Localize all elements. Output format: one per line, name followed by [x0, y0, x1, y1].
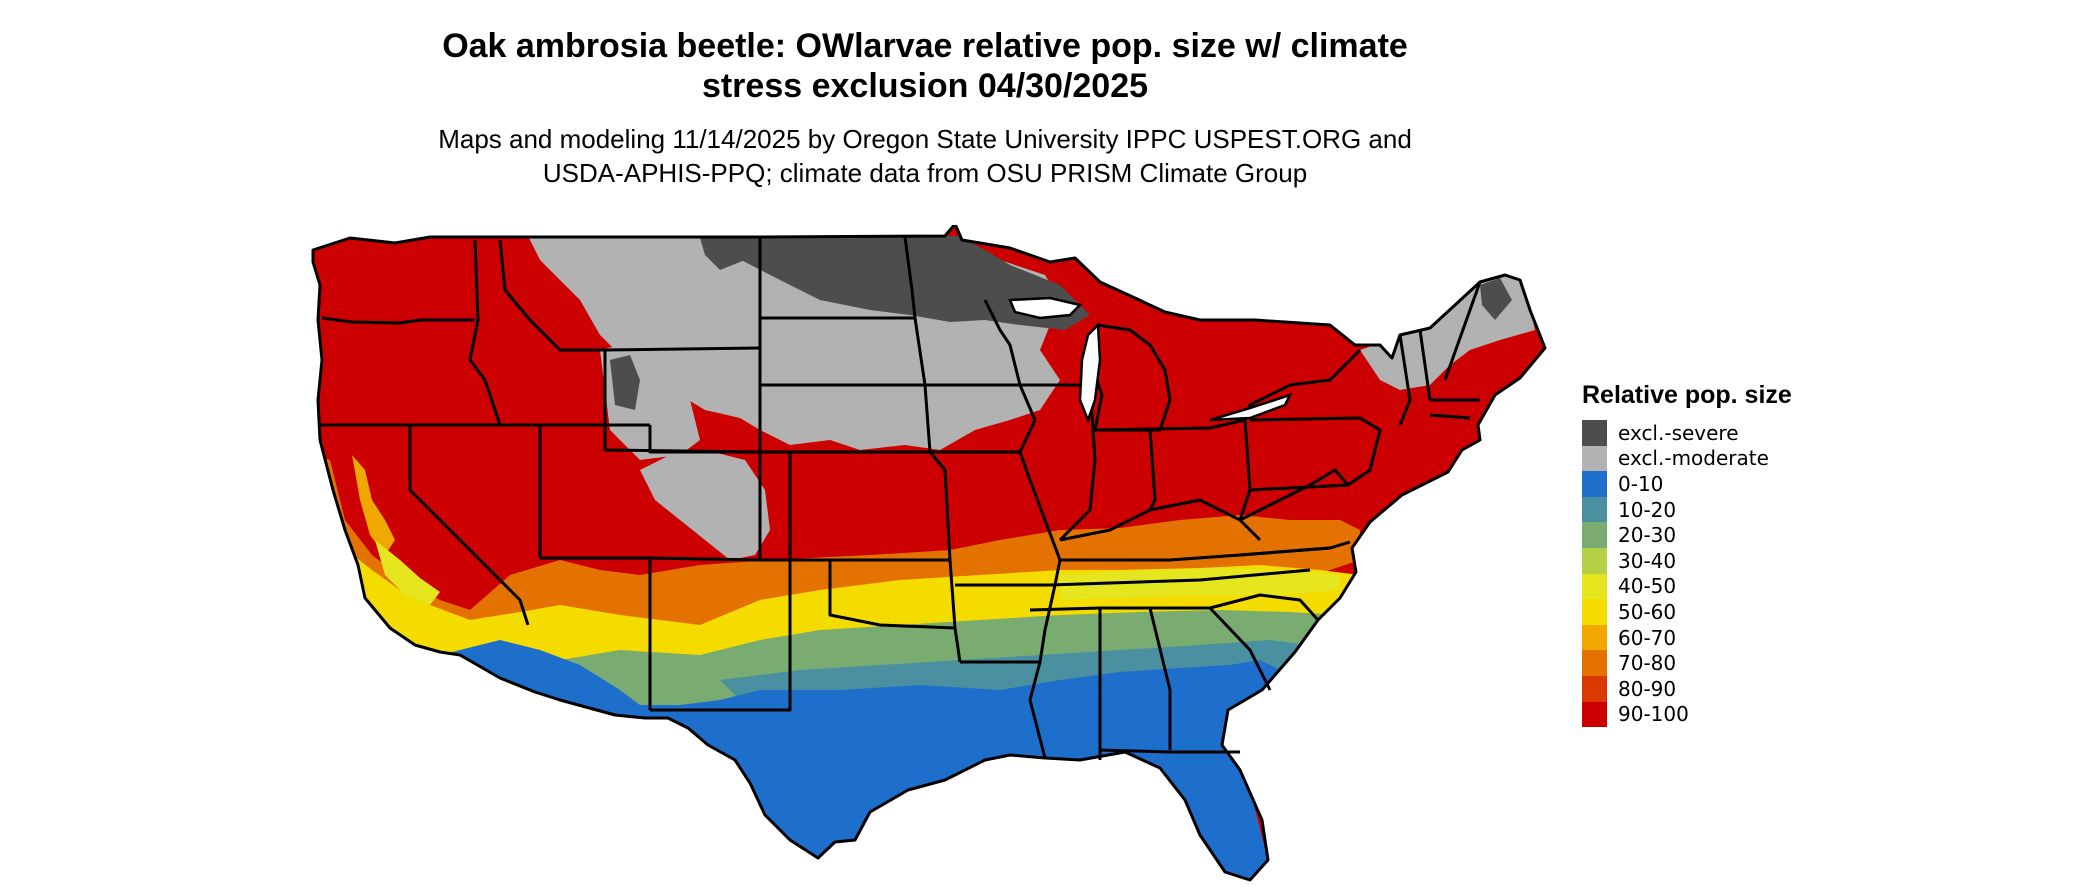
us-map	[311, 225, 1547, 882]
border-wv	[1239, 468, 1350, 522]
legend-item-70-80: 70-80	[1582, 650, 1792, 676]
border-wi-mn	[983, 299, 1022, 386]
legend-label: excl.-moderate	[1618, 446, 1769, 471]
legend-label: 30-40	[1618, 548, 1677, 573]
legend-swatch	[1582, 701, 1607, 728]
border-il-in	[1058, 384, 1097, 542]
zone-40-50	[1060, 568, 1340, 600]
legend-item-0-10: 0-10	[1582, 471, 1792, 497]
border-mn-west	[903, 236, 932, 453]
legend-title: Relative pop. size	[1582, 381, 1792, 409]
zone-40-50-ca	[375, 540, 440, 605]
border-wa-or	[321, 316, 475, 325]
subtitle-line-2: USDA-APHIS-PPQ; climate data from OSU PR…	[542, 158, 1308, 188]
border-id-mt	[498, 239, 605, 352]
map-title: Oak ambrosia beetle: OWlarvae relative p…	[0, 26, 1850, 106]
border-four-corners	[540, 556, 790, 562]
border-ga	[1150, 606, 1272, 691]
legend-label: 10-20	[1618, 497, 1677, 522]
border-ar	[955, 583, 1057, 663]
title-line-2: stress exclusion 04/30/2025	[701, 67, 1149, 105]
legend-label: 90-100	[1618, 702, 1689, 727]
legend-item-90-100: 90-100	[1582, 701, 1792, 728]
zone-severe-north	[715, 236, 1090, 330]
legend-item-40-50: 40-50	[1582, 573, 1792, 600]
legend-swatch	[1582, 547, 1607, 574]
legend: Relative pop. size excl.-severe excl.-mo…	[1582, 381, 1792, 728]
legend-label: 40-50	[1618, 574, 1677, 599]
border-in-oh	[1148, 429, 1157, 511]
legend-swatch	[1582, 522, 1607, 548]
map-subtitle: Maps and modeling 11/14/2025 by Oregon S…	[0, 122, 1850, 190]
zone-60-70-ca	[352, 455, 395, 555]
border-id-west	[468, 239, 502, 426]
legend-item-60-70: 60-70	[1582, 624, 1792, 651]
legend-swatch	[1582, 445, 1607, 472]
border-nm-east	[650, 560, 792, 712]
border-mo	[930, 450, 1062, 586]
legend-label: 80-90	[1618, 676, 1677, 701]
legend-swatch	[1582, 675, 1607, 702]
border-pa	[1249, 416, 1382, 492]
legend-label: 0-10	[1618, 471, 1664, 496]
border-new-england	[1398, 281, 1482, 426]
zone-severe-wy	[610, 355, 640, 410]
legend-item-excl-moderate: excl.-moderate	[1582, 445, 1792, 472]
border-ia	[925, 383, 1037, 453]
border-ok-tx	[828, 560, 956, 630]
zone-severe-mt	[700, 238, 745, 270]
us-outline	[311, 225, 1547, 882]
border-nc-sc	[1209, 593, 1320, 622]
legend-label: 20-30	[1618, 523, 1677, 548]
great-lakes	[1008, 296, 1293, 424]
border-ca-nv	[408, 425, 530, 626]
title-line-1: Oak ambrosia beetle: OWlarvae relative p…	[442, 27, 1408, 65]
legend-item-20-30: 20-30	[1582, 522, 1792, 548]
legend-swatch	[1582, 573, 1607, 600]
legend-item-10-20: 10-20	[1582, 496, 1792, 523]
border-va-nc	[1239, 540, 1351, 557]
zone-moderate-rockies	[640, 450, 770, 560]
legend-swatch	[1582, 471, 1607, 497]
subtitle-line-1: Maps and modeling 11/14/2025 by Oregon S…	[438, 124, 1412, 154]
border-ks-east	[928, 451, 952, 561]
legend-label: excl.-severe	[1618, 420, 1739, 445]
legend-item-30-40: 30-40	[1582, 547, 1792, 574]
legend-label: 60-70	[1618, 625, 1677, 650]
lake-michigan	[1078, 322, 1102, 424]
legend-item-50-60: 50-60	[1582, 599, 1792, 625]
lake-superior	[1008, 296, 1083, 320]
legend-swatch	[1582, 650, 1607, 676]
map-fill-layers	[313, 225, 1545, 880]
border-fl-north	[1099, 748, 1240, 754]
legend-swatch	[1582, 599, 1607, 625]
zone-severe-maine	[1480, 278, 1512, 320]
legend-item-80-90: 80-90	[1582, 675, 1792, 702]
border-tx-la	[960, 660, 1047, 759]
legend-label: 50-60	[1618, 599, 1677, 624]
legend-swatch	[1582, 420, 1607, 446]
border-ky	[1059, 498, 1262, 542]
legend-label: 70-80	[1618, 651, 1677, 676]
border-al	[1100, 606, 1172, 750]
border-mt-south	[604, 346, 761, 352]
legend-swatch	[1582, 496, 1607, 523]
border-tn	[1049, 568, 1311, 587]
state-borders	[311, 225, 1547, 882]
border-ok-east	[948, 559, 962, 663]
lake-erie	[1209, 392, 1293, 422]
legend-item-excl-severe: excl.-severe	[1582, 420, 1792, 446]
legend-swatch	[1582, 624, 1607, 651]
border-ut-co	[648, 425, 762, 560]
